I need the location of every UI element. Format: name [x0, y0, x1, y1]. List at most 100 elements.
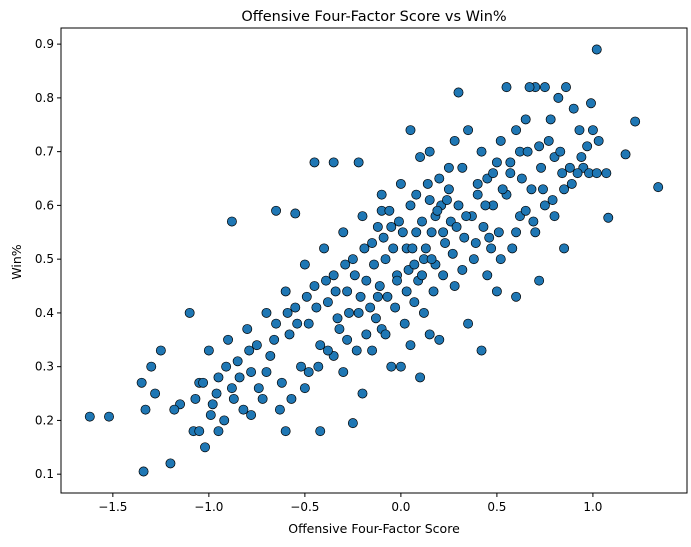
data-point	[553, 92, 564, 103]
data-point	[395, 178, 406, 189]
data-point	[459, 232, 470, 243]
data-point	[463, 125, 474, 136]
data-point	[104, 411, 114, 422]
data-point	[382, 291, 393, 302]
data-point	[405, 340, 416, 351]
data-point	[203, 345, 214, 356]
data-point	[340, 259, 351, 270]
data-point	[257, 393, 268, 404]
data-point	[438, 227, 449, 238]
data-point	[591, 168, 602, 179]
data-point	[311, 302, 322, 313]
data-point	[296, 361, 306, 372]
data-point	[405, 200, 416, 211]
data-point	[271, 318, 282, 329]
data-point	[449, 135, 460, 146]
data-point	[282, 307, 293, 318]
data-point	[251, 340, 262, 351]
data-point	[344, 307, 354, 318]
data-point	[299, 259, 310, 270]
data-point	[440, 238, 450, 248]
data-point	[603, 212, 614, 223]
data-point	[190, 393, 201, 404]
data-point	[372, 291, 383, 302]
data-point	[438, 270, 449, 281]
data-point	[415, 152, 426, 162]
data-point	[353, 157, 364, 168]
y-axis: 0.1 0.2 0.3 0.4 0.5 0.6 0.7 0.8 0.9	[35, 37, 61, 481]
data-point	[223, 334, 234, 345]
data-point	[576, 152, 587, 162]
data-point	[555, 146, 566, 157]
data-point	[543, 135, 554, 146]
data-point	[242, 324, 253, 334]
data-point	[301, 291, 312, 302]
data-point	[313, 361, 324, 372]
data-point	[349, 270, 360, 281]
data-point	[150, 388, 161, 399]
data-point	[520, 114, 531, 125]
y-tick-label: 0.1	[35, 467, 54, 481]
data-point	[476, 345, 487, 356]
data-point	[547, 195, 558, 205]
data-point	[497, 184, 508, 195]
data-point	[407, 243, 418, 254]
data-point	[365, 302, 376, 313]
data-point	[351, 345, 362, 356]
data-point	[593, 135, 604, 146]
data-point	[342, 286, 353, 297]
data-point	[213, 372, 224, 383]
data-point	[286, 393, 297, 404]
data-point	[238, 404, 249, 415]
data-point	[322, 345, 333, 356]
data-point	[420, 243, 431, 254]
data-point	[491, 157, 502, 168]
data-point	[461, 211, 472, 222]
data-point	[468, 254, 479, 265]
data-point	[528, 216, 539, 227]
chart-title: Offensive Four-Factor Score vs Win%	[241, 9, 506, 25]
data-point	[265, 350, 276, 361]
data-point	[411, 189, 422, 200]
data-point	[457, 264, 468, 275]
data-point	[184, 307, 195, 318]
data-point	[630, 116, 641, 127]
data-point	[234, 372, 245, 383]
data-point	[564, 162, 575, 173]
data-point	[200, 442, 210, 453]
data-point	[620, 149, 631, 160]
x-tick-label: −1.0	[194, 500, 223, 514]
data-point	[401, 286, 412, 297]
x-tick-label: −0.5	[290, 500, 319, 514]
data-point	[516, 173, 527, 184]
data-point	[261, 307, 272, 318]
data-point	[303, 367, 314, 377]
data-point	[232, 356, 243, 367]
data-point	[226, 383, 237, 394]
data-point	[309, 157, 320, 168]
x-tick-label: 1.0	[583, 500, 602, 514]
data-point	[447, 248, 458, 259]
data-point	[338, 367, 349, 377]
data-point	[378, 232, 389, 243]
data-point	[332, 313, 343, 324]
data-point	[415, 372, 426, 383]
data-point	[347, 418, 358, 429]
data-point	[539, 82, 550, 93]
data-point	[434, 173, 445, 184]
data-point	[315, 340, 326, 351]
data-point	[545, 114, 556, 125]
data-point	[228, 393, 239, 404]
data-point	[205, 410, 216, 420]
data-point	[380, 254, 391, 265]
data-point	[488, 168, 499, 179]
data-point	[505, 157, 516, 168]
y-tick-label: 0.4	[35, 306, 54, 320]
data-point	[146, 361, 157, 372]
data-point	[561, 82, 571, 93]
data-point	[486, 243, 497, 254]
data-point	[334, 324, 345, 334]
data-point	[586, 98, 596, 109]
